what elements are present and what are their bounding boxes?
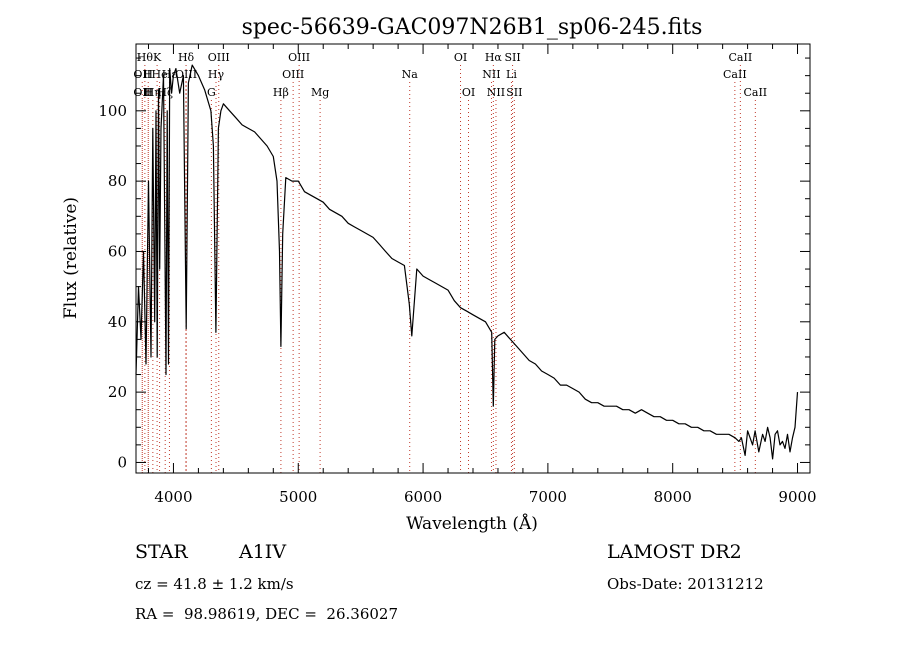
line-marker-label: Hα [485,51,503,64]
y-tick-label: 40 [108,313,127,331]
y-tick-label: 20 [108,383,127,401]
chart-title: spec-56639-GAC097N26B1_sp06-245.fits [242,15,703,40]
line-marker-label: Hγ [208,68,225,81]
coordinates: RA = 98.98619, DEC = 26.36027 [135,605,399,623]
object-class: STAR [135,541,188,563]
line-marker-label: SII [506,86,522,99]
y-axis-ticks: 0 20 40 60 80 100 [98,57,810,471]
redshift-velocity: cz = 41.8 ± 1.2 km/s [135,575,294,593]
y-tick-label: 60 [108,242,127,260]
line-marker-label: K [153,51,162,64]
line-marker-label: OIII [282,68,304,81]
line-marker-label: CaII [723,68,747,81]
line-marker-label: Na [402,68,419,81]
survey-name: LAMOST DR2 [607,541,742,563]
x-tick-label: 7000 [529,488,567,506]
x-tick-label: 4000 [154,488,192,506]
line-marker-label: Hθ [137,51,154,64]
line-marker-label: OIII [288,51,310,64]
x-axis-ticks: 4000 5000 6000 7000 8000 9000 [147,44,817,506]
line-marker-label: OIII [208,51,230,64]
line-marker-label: OIII [175,68,197,81]
line-marker-label: Hδ [178,51,195,64]
line-marker-label: SII [504,51,520,64]
x-axis-label: Wavelength (Å) [406,513,538,534]
y-tick-label: 100 [98,102,127,120]
plot-frame [135,43,811,474]
x-tick-label: 5000 [279,488,317,506]
emission-line-labels: OIIOIIHθHHHηKHeHζHεHδOIIIGHγOIIIHβOIIIOI… [133,51,767,99]
line-marker-label: OI [462,86,475,99]
y-axis-label: Flux (relative) [61,197,81,319]
line-marker-label: NII [482,68,500,81]
line-marker-label: OII [133,86,151,99]
line-marker-label: CaII [729,51,753,64]
line-marker-label: NII [487,86,505,99]
observation-date: Obs-Date: 20131212 [607,575,764,593]
line-marker-label: OI [454,51,467,64]
line-marker-label: Li [506,68,517,81]
line-marker-label: H [143,86,153,99]
line-marker-label: Hη [145,86,161,99]
line-marker-label: Hβ [273,86,289,99]
y-tick-label: 80 [108,172,127,190]
x-tick-label: 8000 [654,488,692,506]
line-marker-label: CaII [743,86,767,99]
line-marker-label: G [207,86,216,99]
emission-line-markers [141,65,756,473]
spectrum-line [135,64,799,460]
line-marker-label: H [143,68,153,81]
line-marker-label: Mg [311,86,329,99]
x-tick-label: 9000 [778,488,816,506]
object-subclass: A1IV [239,541,287,563]
line-marker-label: OII [133,68,151,81]
y-tick-label: 0 [117,453,127,471]
x-tick-label: 6000 [404,488,442,506]
